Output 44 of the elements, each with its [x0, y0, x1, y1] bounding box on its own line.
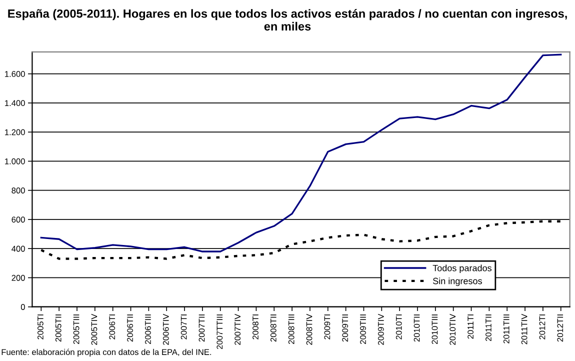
chart-title: España (2005-2011). Hogares en los que todos los activos están parados / no cuentan con ingresos, en miles: [8, 9, 567, 31]
x-tick-label: 2010TII: [414, 314, 420, 342]
legend-label: Todos parados: [432, 264, 492, 274]
x-tick-label: 2011TIII: [503, 314, 510, 344]
x-tick-label: 2007TIV: [234, 314, 241, 345]
x-tick-label: 2012TI: [539, 314, 546, 340]
x-tick-label: 2006TII: [127, 314, 133, 342]
y-tick-label: 200: [12, 274, 25, 281]
x-tick-label: 2011TIV: [521, 314, 528, 344]
y-tick-label: 0: [20, 304, 25, 310]
y-tick-label: 1.000: [5, 158, 25, 164]
x-tick-label: 2008TI: [252, 314, 258, 340]
y-tick-label: 600: [12, 216, 25, 223]
x-tick-label: 2006TIV: [162, 314, 169, 345]
legend-label: Sin ingresos: [433, 278, 482, 286]
x-tick-label: 2009TI: [324, 314, 330, 340]
x-tick-label: 2006TIII: [145, 314, 151, 344]
x-tick-label: 2005TI: [37, 314, 44, 340]
x-tick-label: 2007TII: [198, 314, 205, 342]
x-tick-label: 2009TIV: [378, 314, 384, 345]
y-tick-label: 800: [12, 188, 25, 194]
x-tick-label: 2008TII: [270, 314, 276, 342]
x-tick-label: 2005TIV: [91, 314, 98, 345]
x-tick-label: 2007TTIII: [216, 314, 223, 350]
x-tick-label: 2010TIV: [450, 314, 456, 345]
line-series: [40, 54, 562, 252]
x-tick-label: 2006TI: [109, 314, 116, 340]
x-tick-label: 2012TII: [557, 314, 564, 342]
x-tick-label: 2009TIII: [360, 314, 366, 344]
x-tick-label: 2008TIII: [288, 314, 294, 344]
x-tick-label: 2009TII: [342, 314, 348, 342]
x-tick-label: 2011TII: [486, 314, 492, 342]
source-note: Fuente: elaboración propia con datos de la EPA, del INE.: [2, 348, 212, 357]
x-tick-label: 2010TI: [396, 314, 402, 340]
y-tick-label: 1.400: [5, 100, 25, 106]
y-tick-label: 1.200: [5, 129, 25, 136]
y-tick-label: 400: [12, 246, 25, 252]
x-tick-label: 2005TII: [55, 314, 62, 342]
x-tick-label: 2010TIII: [432, 314, 438, 344]
y-tick-label: 1.600: [5, 71, 25, 77]
x-tick-label: 2011TI: [468, 314, 474, 339]
x-tick-label: 2007TI: [180, 314, 187, 340]
x-tick-label: 2005TIII: [73, 314, 80, 344]
x-tick-label: 2008TIV: [306, 314, 312, 345]
